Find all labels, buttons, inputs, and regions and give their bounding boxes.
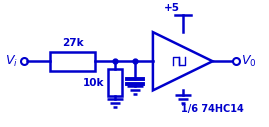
Bar bbox=[50, 52, 95, 71]
Text: 27k: 27k bbox=[62, 38, 84, 48]
Text: $V_0$: $V_0$ bbox=[242, 54, 257, 69]
Text: +5: +5 bbox=[164, 3, 180, 13]
Text: 1/6 74HC14: 1/6 74HC14 bbox=[181, 104, 243, 114]
Text: 10k: 10k bbox=[83, 78, 104, 88]
Bar bbox=[108, 69, 122, 96]
Text: $V_i$: $V_i$ bbox=[5, 54, 17, 69]
Polygon shape bbox=[153, 32, 213, 90]
